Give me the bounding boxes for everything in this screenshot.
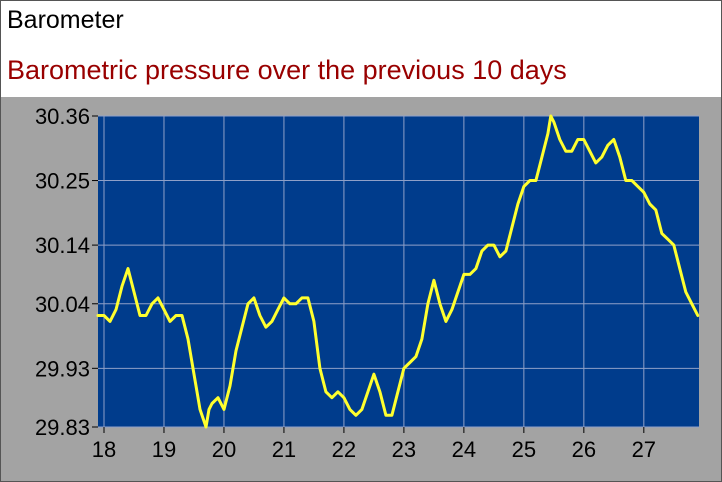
x-tick-label: 23 xyxy=(392,437,416,462)
chart-header: Barometer Barometric pressure over the p… xyxy=(1,1,721,97)
grid-lines xyxy=(98,115,699,428)
x-tick-label: 21 xyxy=(272,437,296,462)
x-tick-label: 26 xyxy=(572,437,596,462)
x-tick-label: 19 xyxy=(152,437,176,462)
y-tick-label: 30.25 xyxy=(35,169,90,194)
plot-area xyxy=(98,116,699,427)
x-tick-label: 25 xyxy=(512,437,536,462)
chart-subtitle: Barometric pressure over the previous 10… xyxy=(7,55,567,85)
chart-title: Barometer xyxy=(7,6,124,34)
x-tick-label: 24 xyxy=(452,437,476,462)
x-tick-label: 22 xyxy=(332,437,356,462)
y-tick-label: 30.36 xyxy=(35,104,90,129)
pressure-series-line xyxy=(96,114,700,429)
x-tick-label: 27 xyxy=(632,437,656,462)
x-axis: 18 19 20 21 22 23 24 25 26 27 xyxy=(92,427,656,462)
y-tick-label: 29.83 xyxy=(35,415,90,440)
y-axis: 29.83 29.93 30.04 30.14 30.25 30.36 xyxy=(35,104,98,440)
x-tick-label: 20 xyxy=(212,437,236,462)
x-tick-label: 18 xyxy=(92,437,116,462)
y-tick-label: 29.93 xyxy=(35,356,90,381)
y-tick-label: 30.14 xyxy=(35,233,90,258)
y-tick-label: 30.04 xyxy=(35,292,90,317)
